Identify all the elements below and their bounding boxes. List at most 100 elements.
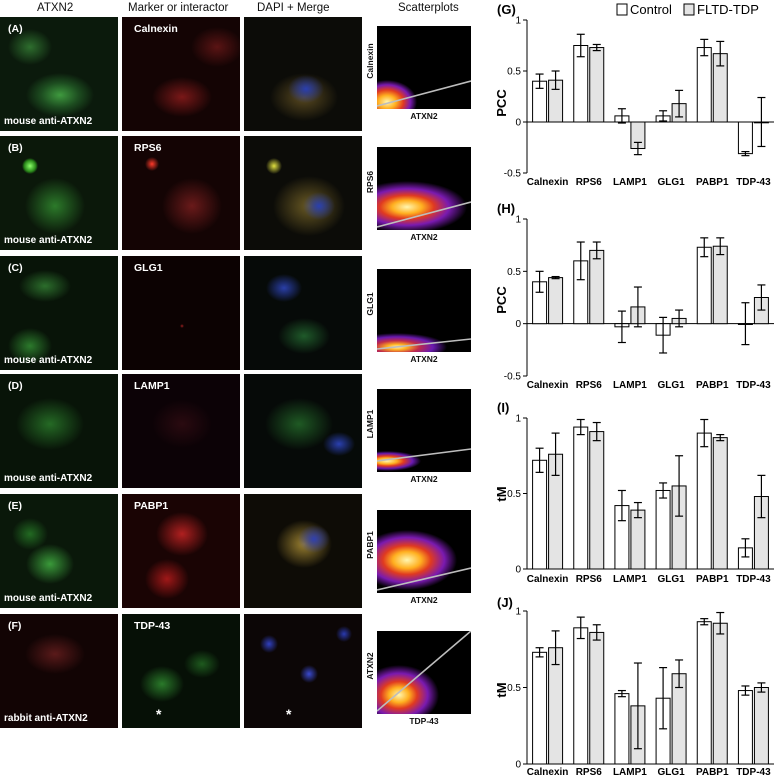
micrograph-1-1: (A) mouse anti-ATXN2 <box>0 17 118 131</box>
micrograph-3-3 <box>244 256 362 370</box>
panel-label: (C) <box>8 262 23 274</box>
category-label: TDP-43 <box>736 574 771 585</box>
micrograph-3-1: (C) mouse anti-ATXN2 <box>0 256 118 370</box>
scatterplot-6 <box>377 631 471 714</box>
bar-control <box>737 690 753 765</box>
category-label: Calnexin <box>527 767 569 776</box>
legend-swatch <box>616 3 628 16</box>
category-label: GLG1 <box>657 380 685 391</box>
bar-control <box>655 489 671 570</box>
bar-control <box>696 621 712 765</box>
category-label: TDP-43 <box>736 177 771 188</box>
marker-label: RPS6 <box>134 142 162 154</box>
bar-fltd <box>589 631 605 765</box>
bar-control <box>696 47 712 123</box>
micrograph-1-3 <box>244 17 362 131</box>
chart-g: (G) -0.5 0 0.5 1 PCC Calnexin RPS6 LAMP1 GLG1 PABP… <box>494 2 774 188</box>
category-label: TDP-43 <box>736 767 771 776</box>
y-tick-label: -0.5 <box>504 169 522 180</box>
legend-label: Control <box>630 2 672 17</box>
category-label: PABP1 <box>696 177 729 188</box>
y-tick-label: 0 <box>515 760 521 771</box>
regression-line <box>377 567 471 591</box>
y-axis-label: tM <box>494 486 509 501</box>
category-label: Calnexin <box>527 380 569 391</box>
chart-j: (J) 0 0.5 1 tM Calnexin RPS6 LAMP1 GLG1 PABP1 TDP-… <box>494 595 774 776</box>
bar-fltd <box>589 249 605 325</box>
marker-label: GLG1 <box>134 262 163 274</box>
regression-line <box>377 631 471 712</box>
micrograph-6-2: TDP-43 * <box>122 614 240 728</box>
scatterplot-4 <box>377 389 471 472</box>
marker-label: PABP1 <box>134 500 169 512</box>
micrograph-1-2: Calnexin <box>122 17 240 131</box>
y-axis-label: tM <box>494 682 509 697</box>
panel-label: (F) <box>8 620 22 632</box>
micrograph-4-2: LAMP1 <box>122 374 240 488</box>
category-label: GLG1 <box>657 574 685 585</box>
y-axis-label: PCC <box>494 286 509 314</box>
micrograph-5-3 <box>244 494 362 608</box>
panel-label: (G) <box>497 2 516 17</box>
micrograph-4-1: (D) mouse anti-ATXN2 <box>0 374 118 488</box>
category-label: PABP1 <box>696 574 729 585</box>
bar-control <box>737 121 753 155</box>
category-label: RPS6 <box>576 574 603 585</box>
y-tick-label: 0.5 <box>507 683 521 694</box>
micrograph-5-2: PABP1 <box>122 494 240 608</box>
category-label: PABP1 <box>696 380 729 391</box>
bar-control <box>614 693 630 765</box>
micrograph-3-2: GLG1 <box>122 256 240 370</box>
y-tick-label: 0.5 <box>507 67 521 78</box>
panel-label: (I) <box>497 400 509 415</box>
category-label: RPS6 <box>576 380 603 391</box>
y-tick-label: 1 <box>515 607 521 618</box>
antibody-label: rabbit anti-ATXN2 <box>4 713 88 724</box>
micrograph-2-1: (B) mouse anti-ATXN2 <box>0 136 118 250</box>
scatter-x-label: TDP-43 <box>409 716 439 726</box>
panel-label: (E) <box>8 500 22 512</box>
category-label: TDP-43 <box>736 380 771 391</box>
micrograph-2-3 <box>244 136 362 250</box>
category-label: Calnexin <box>527 574 569 585</box>
category-label: GLG1 <box>657 767 685 776</box>
bar-control <box>532 459 548 570</box>
antibody-label: mouse anti-ATXN2 <box>4 116 93 127</box>
scatterplot-5 <box>377 510 471 593</box>
micrograph-6-3: * <box>244 614 362 728</box>
category-label: GLG1 <box>657 177 685 188</box>
antibody-label: mouse anti-ATXN2 <box>4 593 93 604</box>
y-axis-label: PCC <box>494 89 509 117</box>
bar-fltd <box>753 687 769 765</box>
antibody-label: mouse anti-ATXN2 <box>4 235 93 246</box>
regression-line <box>377 201 471 228</box>
scatter-x-label: ATXN2 <box>410 595 438 605</box>
chart-h: (H) -0.5 0 0.5 1 PCC Calnexin RPS6 LAMP1 GLG1 PABP… <box>494 201 774 391</box>
asterisk-marker: * <box>286 706 292 722</box>
micrograph-5-1: (E) mouse anti-ATXN2 <box>0 494 118 608</box>
category-label: PABP1 <box>696 767 729 776</box>
regression-line <box>377 448 471 462</box>
panel-label: (H) <box>497 201 515 216</box>
bar-control <box>696 432 712 570</box>
regression-line <box>377 338 471 350</box>
panel-label: (A) <box>8 23 23 35</box>
bar-fltd <box>589 431 605 570</box>
bar-control <box>573 426 589 570</box>
marker-label: LAMP1 <box>134 380 170 392</box>
panel-label: (D) <box>8 380 23 392</box>
header-merge: DAPI + Merge <box>257 2 330 14</box>
category-label: RPS6 <box>576 177 603 188</box>
y-tick-label: 0 <box>515 118 521 129</box>
legend-swatch <box>683 3 695 16</box>
bar-fltd <box>630 509 646 570</box>
marker-label: TDP-43 <box>134 620 171 632</box>
bar-fltd <box>712 437 728 570</box>
scatter-x-label: ATXN2 <box>410 111 438 121</box>
micrograph-4-3 <box>244 374 362 488</box>
asterisk-marker: * <box>156 706 162 722</box>
y-tick-label: -0.5 <box>504 372 522 383</box>
scatter-x-label: ATXN2 <box>410 354 438 364</box>
scatter-x-label: ATXN2 <box>410 474 438 484</box>
